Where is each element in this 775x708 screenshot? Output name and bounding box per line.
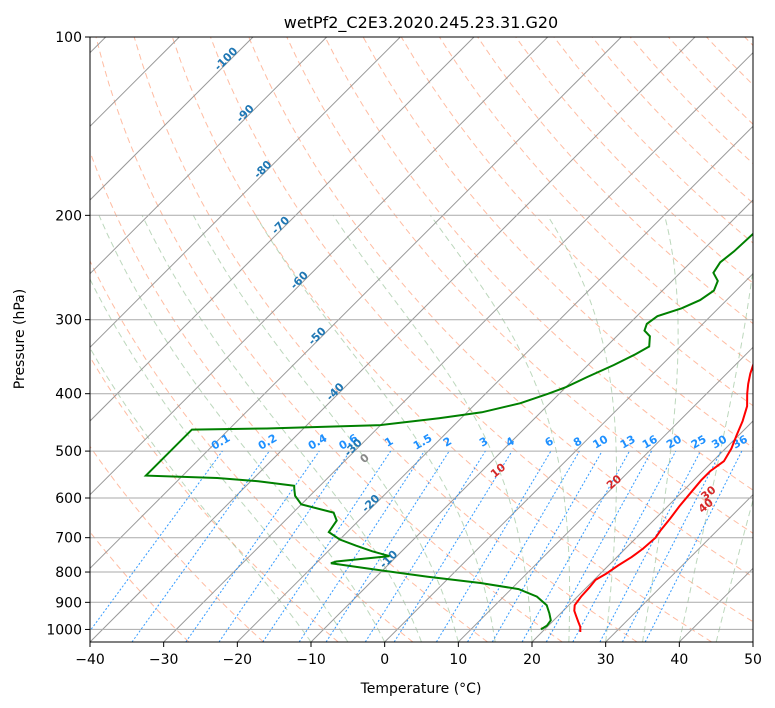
mixing-ratio-line <box>491 450 603 642</box>
dry-adiabat <box>133 37 638 642</box>
y-tick-label: 800 <box>55 565 82 581</box>
x-tick-label: −30 <box>149 652 179 668</box>
mixing-ratio-line <box>545 450 653 642</box>
isotherm <box>163 51 753 642</box>
mixing-ratio-line <box>572 450 677 642</box>
mixing-ratio-line <box>185 450 320 642</box>
mixing-ratio-line <box>521 450 630 642</box>
y-tick-label: 1000 <box>46 622 82 638</box>
y-tick-label: 300 <box>55 313 82 329</box>
dry-adiabat <box>286 37 753 534</box>
chart-title: wetPf2_C2E3.2020.245.23.31.G20 <box>284 13 558 33</box>
background-lines <box>90 37 753 642</box>
mixing-ratio-line <box>467 450 580 642</box>
x-axis-label: Temperature (°C) <box>360 681 482 697</box>
dry-adiabat <box>210 37 753 623</box>
isotherm <box>531 420 753 642</box>
dry-adiabat <box>90 445 264 642</box>
isotherm <box>457 346 753 642</box>
mixing-ratio-line <box>131 450 270 642</box>
moist-adiabat <box>332 215 533 642</box>
profile-line <box>143 232 753 631</box>
y-tick-label: 200 <box>55 208 82 224</box>
x-tick-label: 20 <box>523 652 541 668</box>
y-tick-label: 500 <box>55 444 82 460</box>
isotherm <box>752 641 753 642</box>
isotherm <box>90 37 254 201</box>
isotherm <box>90 37 696 642</box>
plot-frame <box>89 36 754 643</box>
y-tick-label: 100 <box>55 30 82 46</box>
x-axis: −40 −30 −20 −10 0 10 20 30 40 50 <box>75 642 762 668</box>
mixing-ratio-line <box>90 450 223 632</box>
isotherm <box>384 272 753 642</box>
y-tick-label: 700 <box>55 531 82 547</box>
moist-adiabat <box>141 215 422 642</box>
y-tick-label: 400 <box>55 387 82 403</box>
dry-adiabat <box>248 37 753 578</box>
x-tick-label: 40 <box>670 652 688 668</box>
isotherm <box>90 37 549 496</box>
dry-adiabat <box>171 37 712 642</box>
y-axis: 100 200 300 400 500 600 700 800 900 1000 <box>46 30 90 638</box>
dry-adiabat <box>90 259 414 642</box>
dry-adiabat <box>324 37 753 491</box>
moist-adiabat <box>98 215 386 642</box>
isotherm <box>90 37 401 349</box>
moist-adiabat <box>642 215 679 642</box>
x-tick-label: 50 <box>744 652 762 668</box>
moist-adiabat <box>192 215 459 642</box>
mixing-ratio-line <box>325 450 450 642</box>
moist-adiabat <box>90 347 312 642</box>
dry-adiabat <box>95 37 563 642</box>
series-layer <box>143 232 753 632</box>
x-tick-label: 0 <box>380 652 389 668</box>
mixing-ratio-line <box>364 450 486 642</box>
isotherm <box>236 125 753 642</box>
y-tick-label: 900 <box>55 595 82 611</box>
moist-adiabat <box>678 265 753 642</box>
x-tick-label: −40 <box>75 652 105 668</box>
isotherm <box>90 37 622 570</box>
dry-adiabat <box>515 37 753 284</box>
mixing-ratio-line <box>435 450 552 642</box>
x-tick-label: −10 <box>296 652 326 668</box>
isotherm <box>90 37 328 275</box>
y-axis-label: Pressure (hPa) <box>12 289 28 389</box>
moist-adiabat <box>429 215 571 642</box>
mixing-ratio-line <box>393 450 513 642</box>
dry-adiabat <box>90 356 339 642</box>
x-tick-label: −20 <box>223 652 253 668</box>
plot-background <box>90 37 753 642</box>
x-tick-label: 10 <box>449 652 467 668</box>
profile-line <box>573 362 753 632</box>
x-tick-label: 30 <box>597 652 615 668</box>
mixing-ratio-line <box>218 450 351 642</box>
isotherm <box>90 37 475 422</box>
moist-adiabat <box>547 215 617 642</box>
isotherm <box>605 493 753 642</box>
y-tick-label: 600 <box>55 491 82 507</box>
isotherm <box>310 199 753 642</box>
